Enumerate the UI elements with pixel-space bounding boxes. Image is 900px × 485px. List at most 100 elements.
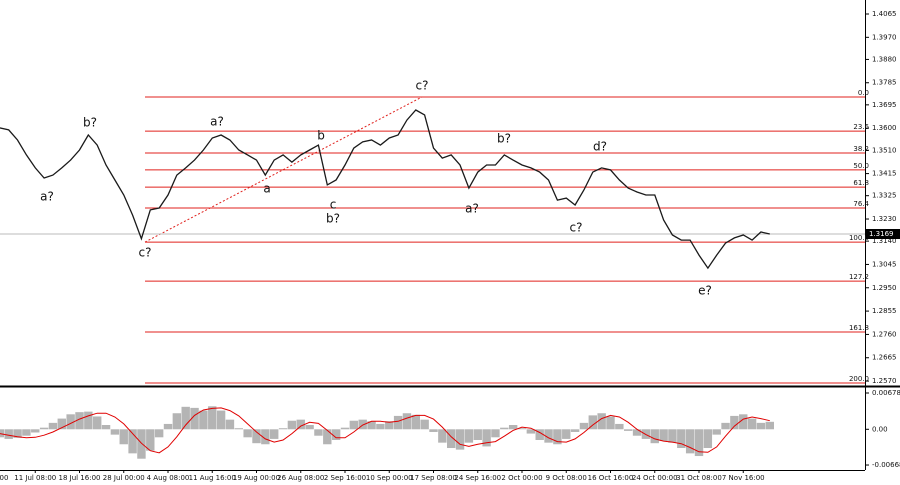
histogram-bar <box>110 429 120 435</box>
wave-label: a? <box>210 115 224 129</box>
histogram-bar <box>305 425 314 430</box>
x-tick-label: 19 Aug 00:00 <box>233 474 280 482</box>
y-tick-label: 1.3600 <box>872 124 897 132</box>
histogram-bar <box>278 428 288 430</box>
histogram-bar <box>199 410 208 430</box>
histogram-bar <box>154 429 164 438</box>
x-tick-label: 4 Aug 08:00 <box>147 474 190 482</box>
histogram-bar <box>225 419 235 430</box>
histogram-bar <box>500 427 509 430</box>
y-tick-label: 1.4065 <box>872 10 897 18</box>
wave-label: a <box>263 182 270 196</box>
price-line <box>0 109 770 270</box>
histogram-bar <box>252 429 261 444</box>
histogram-bar <box>712 429 721 435</box>
wave-label: c? <box>139 246 152 260</box>
histogram-bar <box>491 429 500 438</box>
histogram-bar <box>57 418 66 430</box>
histogram-bar <box>66 414 75 430</box>
histogram-bar <box>270 429 279 439</box>
histogram-bar <box>632 429 642 436</box>
y-tick-label: 1.2665 <box>872 354 897 362</box>
histogram-bar <box>677 429 686 449</box>
histogram-bar <box>331 429 341 440</box>
histogram-bar <box>526 429 536 434</box>
histogram-bar <box>84 411 93 430</box>
histogram-bar <box>588 415 597 430</box>
histogram-bar <box>730 415 739 430</box>
histogram-bar <box>455 429 465 450</box>
fib-label: 23.6 <box>853 123 869 131</box>
fib-label: 50.0 <box>853 162 869 170</box>
histogram-bar <box>93 416 102 430</box>
histogram-bar <box>703 429 713 449</box>
x-tick-label: 00 <box>0 474 8 482</box>
histogram-bar <box>420 419 429 430</box>
histogram-bar <box>650 429 659 444</box>
histogram-bar <box>482 429 491 447</box>
wave-label: a? <box>465 202 479 216</box>
histogram-bar <box>314 429 323 436</box>
histogram-bar <box>367 421 376 430</box>
histogram-bar <box>473 429 482 440</box>
histogram-bar <box>261 429 270 445</box>
histogram-bar <box>75 412 84 430</box>
histogram-bar <box>765 421 774 430</box>
histogram-bar <box>659 429 668 442</box>
histogram-bar <box>464 429 474 443</box>
x-tick-label: 2 Sep 16:00 <box>324 474 366 482</box>
histogram-bar <box>756 422 766 430</box>
y-tick-label: 1.3140 <box>872 237 897 245</box>
histogram-bar <box>685 429 695 454</box>
y-tick-label: 1.3970 <box>872 33 897 41</box>
histogram-bar <box>146 429 155 451</box>
histogram-bar <box>208 406 217 430</box>
x-tick-label: 24 Sep 16:00 <box>454 474 501 482</box>
histogram-bar <box>137 429 146 459</box>
x-tick-label: 17 Sep 08:00 <box>410 474 457 482</box>
wave-label: b <box>317 129 325 143</box>
y-tick-label: 1.2855 <box>872 307 897 315</box>
histogram-bar <box>624 429 633 431</box>
current-price-box <box>866 228 900 239</box>
x-tick-label: 10 Sep 00:00 <box>366 474 413 482</box>
fib-label: 161.8 <box>849 324 869 332</box>
x-tick-label: 28 Jul 00:00 <box>103 474 145 482</box>
histogram-bar <box>287 420 297 430</box>
histogram-bar <box>535 429 544 440</box>
histogram-bar <box>39 427 49 430</box>
histogram-bar <box>438 429 447 443</box>
histogram-bar <box>544 429 553 443</box>
wave-label: e? <box>698 284 712 298</box>
histogram-bar <box>570 429 580 432</box>
x-tick-label: 11 Aug 16:00 <box>189 474 236 482</box>
y-tick-label: 1.3045 <box>872 260 897 268</box>
histogram-bar <box>694 429 704 457</box>
histogram-bar <box>385 421 394 430</box>
wave-label: d? <box>593 140 607 154</box>
plot-area <box>0 96 865 459</box>
wave-label: b? <box>83 116 97 130</box>
x-tick-label: 26 Aug 08:00 <box>277 474 324 482</box>
histogram-bar <box>4 429 13 439</box>
x-tick-label: 24 Oct 00:00 <box>632 474 678 482</box>
x-tick-label: 11 Jul 08:00 <box>14 474 56 482</box>
trend-line <box>144 96 423 243</box>
histogram-bar <box>101 425 111 430</box>
fib-label: 61.8 <box>853 179 869 187</box>
fib-label: 0.0 <box>858 89 869 97</box>
y-tick-label: 1.3785 <box>872 79 897 87</box>
wave-label: c? <box>416 79 429 93</box>
y-tick-label: 0.00 <box>872 425 888 433</box>
histogram-bar <box>340 427 350 430</box>
wave-label: c? <box>570 221 583 235</box>
histogram-bar <box>739 414 748 430</box>
histogram-bar <box>615 423 624 430</box>
histogram-bar <box>606 416 615 430</box>
histogram-bar <box>721 422 730 430</box>
y-tick-label: 1.3230 <box>872 215 897 223</box>
histogram-bar <box>296 419 305 430</box>
histogram-bar <box>553 429 562 445</box>
y-tick-label: 1.3880 <box>872 55 897 63</box>
histogram-bar <box>429 429 438 432</box>
